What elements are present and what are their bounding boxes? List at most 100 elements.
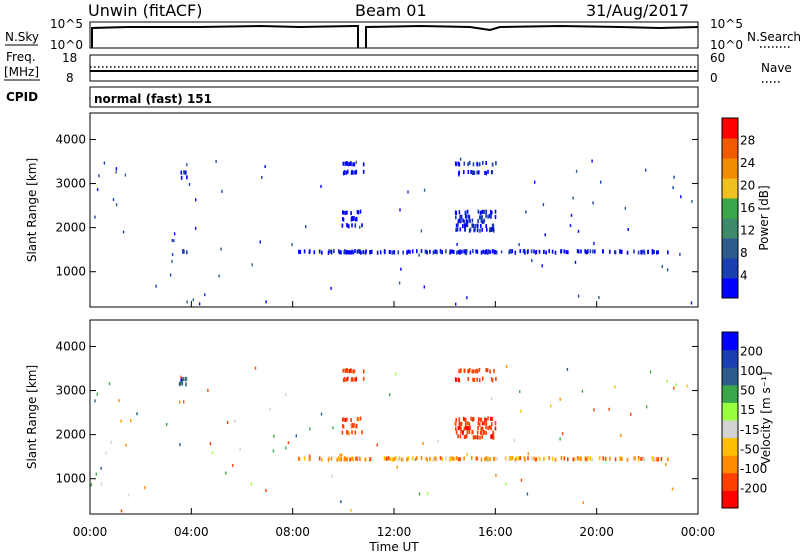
echo-mark bbox=[313, 250, 316, 255]
echo-mark bbox=[305, 225, 307, 229]
frequency-panel: 18 8 60 0 Freq. [MHz] Nave bbox=[4, 50, 792, 85]
noise-panel: 10^5 10^0 10^5 10^0 N.Sky N.Search bbox=[5, 17, 800, 52]
echo-mark bbox=[251, 263, 253, 267]
echo-mark bbox=[476, 456, 478, 461]
echo-mark bbox=[361, 430, 363, 435]
echo-mark bbox=[350, 217, 353, 222]
echo-mark bbox=[347, 162, 349, 167]
echo-mark bbox=[426, 457, 428, 462]
echo-mark bbox=[308, 250, 311, 255]
echo-mark bbox=[657, 250, 659, 255]
echo-mark bbox=[485, 431, 487, 436]
echo-mark bbox=[340, 500, 342, 504]
nsearch-label: N.Search bbox=[747, 30, 800, 44]
echo-mark bbox=[485, 456, 488, 461]
echo-mark bbox=[411, 249, 414, 254]
echo-mark bbox=[510, 456, 513, 461]
echo-mark bbox=[384, 250, 386, 255]
echo-mark bbox=[211, 451, 214, 455]
echo-mark bbox=[488, 425, 491, 430]
echo-mark bbox=[186, 163, 188, 167]
echo-mark bbox=[394, 456, 397, 461]
echo-mark bbox=[491, 210, 493, 215]
velocity-colorbar-segment bbox=[722, 420, 738, 439]
echo-mark bbox=[336, 457, 338, 462]
echo-mark bbox=[489, 250, 491, 255]
echo-mark bbox=[494, 209, 497, 214]
echo-mark bbox=[531, 259, 533, 263]
echo-mark bbox=[225, 471, 227, 475]
echo-mark bbox=[627, 228, 629, 231]
echo-mark bbox=[504, 456, 507, 461]
echo-mark bbox=[487, 426, 489, 431]
echo-mark bbox=[477, 426, 479, 430]
echo-mark bbox=[542, 203, 545, 207]
echo-mark bbox=[120, 509, 123, 513]
echo-mark bbox=[464, 227, 466, 232]
echo-mark bbox=[520, 409, 522, 413]
echo-mark bbox=[346, 417, 348, 422]
echo-mark bbox=[485, 418, 488, 422]
echo-mark bbox=[675, 383, 677, 387]
echo-mark bbox=[582, 501, 585, 505]
echo-mark bbox=[463, 219, 466, 224]
echo-mark bbox=[466, 421, 469, 426]
echo-mark bbox=[308, 457, 311, 462]
echo-mark bbox=[352, 423, 354, 428]
echo-mark bbox=[626, 250, 629, 255]
echo-mark bbox=[471, 430, 473, 435]
echo-mark bbox=[653, 457, 655, 461]
echo-mark bbox=[469, 227, 472, 232]
xtick-label: 20:00 bbox=[579, 525, 614, 539]
echo-mark bbox=[614, 457, 617, 462]
echo-mark bbox=[449, 250, 451, 255]
echo-mark bbox=[467, 170, 470, 174]
echo-mark bbox=[467, 162, 469, 167]
echo-mark bbox=[651, 250, 654, 255]
echo-mark bbox=[173, 239, 175, 243]
echo-mark bbox=[434, 249, 436, 254]
echo-mark bbox=[356, 456, 359, 461]
echo-mark bbox=[458, 218, 461, 223]
echo-mark bbox=[423, 188, 426, 192]
ytick-label: 3000 bbox=[55, 177, 86, 191]
echo-mark bbox=[218, 274, 220, 278]
echo-mark bbox=[478, 367, 481, 372]
echo-mark bbox=[254, 366, 257, 370]
echo-mark bbox=[327, 250, 330, 255]
freq-label-line2: [MHz] bbox=[4, 65, 39, 79]
echo-mark bbox=[494, 215, 497, 219]
echo-mark bbox=[198, 302, 201, 306]
echo-mark bbox=[466, 296, 468, 300]
echo-mark bbox=[484, 170, 486, 175]
echo-mark bbox=[130, 419, 132, 423]
echo-mark bbox=[389, 457, 391, 461]
echo-mark bbox=[598, 296, 600, 299]
echo-mark bbox=[182, 377, 184, 381]
echo-mark bbox=[346, 368, 348, 372]
echo-mark bbox=[462, 224, 464, 229]
echo-mark bbox=[445, 249, 447, 254]
echo-mark bbox=[125, 443, 127, 447]
echo-mark bbox=[459, 457, 461, 462]
echo-mark bbox=[342, 368, 345, 373]
ytick-label: 4000 bbox=[55, 132, 86, 146]
echo-mark bbox=[345, 250, 348, 255]
echo-mark bbox=[465, 218, 468, 223]
echo-mark bbox=[602, 249, 604, 254]
echo-mark bbox=[299, 249, 302, 254]
echo-mark bbox=[672, 186, 674, 190]
echo-mark bbox=[481, 434, 483, 439]
echo-mark bbox=[591, 159, 593, 163]
power-colorbar-segment bbox=[722, 178, 738, 199]
echo-mark bbox=[461, 249, 463, 254]
echo-mark bbox=[492, 227, 494, 232]
echo-mark bbox=[480, 426, 482, 431]
echo-mark bbox=[476, 228, 479, 233]
echo-mark bbox=[481, 227, 483, 232]
echo-mark bbox=[180, 375, 182, 379]
echo-mark bbox=[453, 250, 455, 254]
echo-mark bbox=[456, 242, 458, 246]
echo-mark bbox=[96, 392, 98, 396]
echo-mark bbox=[341, 453, 343, 457]
